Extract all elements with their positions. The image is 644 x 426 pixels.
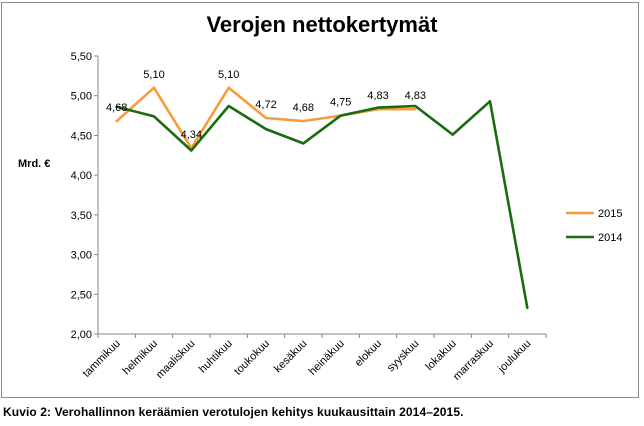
y-tick-label: 4,00 [71,170,92,182]
x-tick-label: tammikuu [81,338,123,380]
series-line-2014 [115,100,529,310]
y-tick-label: 3,50 [71,210,92,222]
data-label: 4,72 [255,99,276,111]
x-tick-label: joulukuu [495,338,533,376]
data-label: 4,68 [293,102,314,114]
data-labels: 4,68 5,10 4,34 5,10 4,72 4,68 4,75 4,83 4,83 [106,69,426,141]
data-label: 4,68 [106,102,127,114]
data-label: 4,75 [330,97,351,109]
x-tick-label: toukokuu [232,338,272,378]
x-tick-label: lokakuu [423,338,458,373]
chart-frame [1,2,639,398]
legend: 2015 2014 [566,208,622,244]
data-label: 4,83 [367,90,388,102]
x-tick-label: huhtikuu [197,338,235,376]
data-label: 4,34 [181,129,202,141]
data-label: 5,10 [218,69,239,81]
x-tick-label: kesäkuu [272,338,309,375]
figure-caption: Kuvio 2: Verohallinnon keräämien verotul… [3,405,464,419]
x-tick-label: marraskuu [451,338,496,383]
series-layer [115,86,529,310]
y-tick-label: 4,50 [71,130,92,142]
legend-label-2015: 2015 [598,208,622,220]
axes: 2,00 2,50 3,00 3,50 4,00 4,50 5,00 5,50 tammikuu… [71,51,547,383]
y-tick-label: 3,00 [71,250,92,262]
y-tick-label: 2,00 [71,329,92,341]
y-tick-label: 2,50 [71,289,92,301]
y-tick-label: 5,00 [71,91,92,103]
legend-label-2014: 2014 [598,232,622,244]
x-tick-label: heinäkuu [307,338,347,378]
x-tick-label: maaliskuu [154,338,198,382]
y-tick-label: 5,50 [71,51,92,63]
x-tick-label: elokuu [353,338,384,369]
data-label: 5,10 [143,69,164,81]
x-tick-label: syyskuu [385,338,422,375]
y-axis-title: Mrd. € [18,158,51,170]
chart-title: Verojen nettokertymät [206,12,438,37]
data-label: 4,83 [405,90,426,102]
